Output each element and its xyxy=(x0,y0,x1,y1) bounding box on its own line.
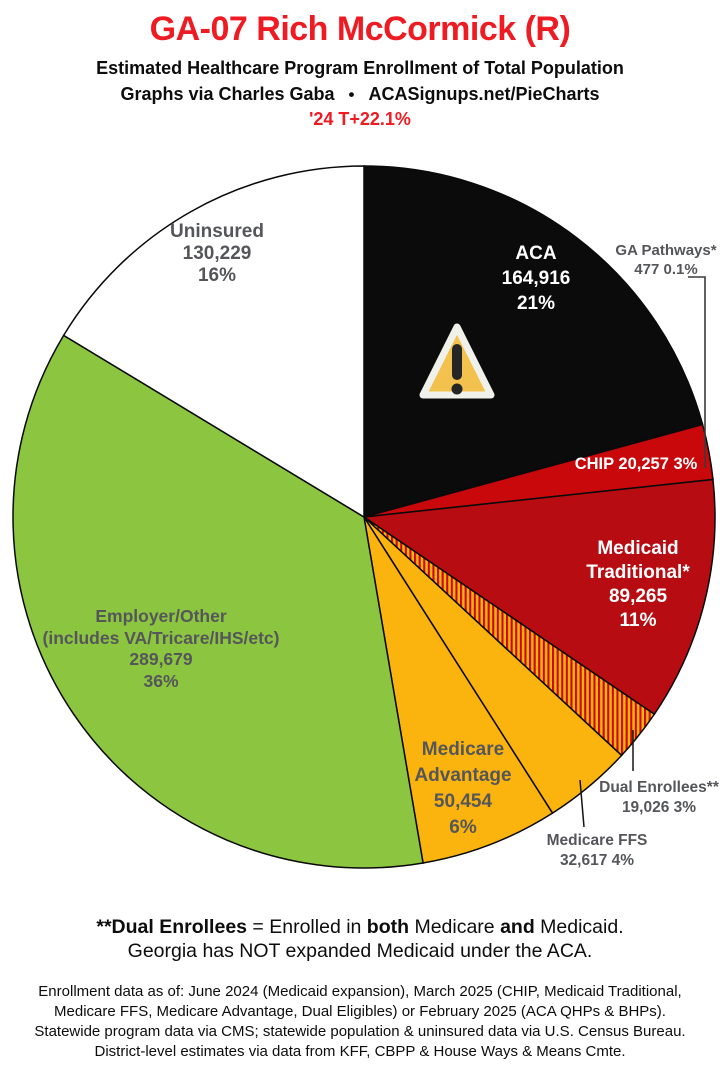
footnote-text: Medicaid. xyxy=(534,916,624,938)
pie-slice-medicaid-traditional xyxy=(361,478,716,716)
page-title: GA-07 Rich McCormick (R) xyxy=(149,10,571,48)
warning-icon xyxy=(419,323,495,399)
source-note-line: Enrollment data as of: June 2024 (Medica… xyxy=(38,983,682,1000)
data-source-notes: Enrollment data as of: June 2024 (Medica… xyxy=(0,982,720,1062)
footnote-text: Medicare xyxy=(409,916,501,938)
byline-site-link: ACASignups.net/PieCharts xyxy=(368,84,600,104)
pie-slice-employer-other xyxy=(12,334,424,869)
source-note-line: Statewide program data via CMS; statewid… xyxy=(34,1023,686,1040)
footnote-text: = Enrolled in xyxy=(247,916,367,938)
pie-slices xyxy=(12,165,716,869)
source-note-line: Medicare FFS, Medicare Advantage, Dual E… xyxy=(54,1003,666,1020)
bullet-separator: • xyxy=(348,85,355,104)
warning-exclamation-dot xyxy=(451,383,463,395)
footnote-line-2: Georgia has NOT expanded Medicaid under … xyxy=(127,940,593,962)
footnote-bold-term: both xyxy=(366,916,410,938)
ga-pathways-leader-line xyxy=(688,276,706,468)
trend-annotation: '24 T+22.1% xyxy=(309,109,411,129)
pie-slice-uninsured xyxy=(62,165,365,519)
footnote-bold-term: **Dual Enrollees xyxy=(96,916,248,938)
pie-slice-aca xyxy=(363,165,704,518)
byline-author: Graphs via Charles Gaba xyxy=(120,84,335,104)
byline: Graphs via Charles Gaba • ACASignups.net/P… xyxy=(0,84,720,105)
header: GA-07 Rich McCormick (R) Estimated Healt… xyxy=(0,0,720,130)
source-note-line: District-level estimates via data from K… xyxy=(94,1043,626,1060)
footnote-line-1: **Dual Enrollees = Enrolled in both Medi… xyxy=(0,915,720,939)
footnote-bold-term: and xyxy=(500,916,535,938)
chart-subtitle: Estimated Healthcare Program Enrollment … xyxy=(96,58,624,78)
dual-enrollees-footnote: **Dual Enrollees = Enrolled in both Medi… xyxy=(0,915,720,963)
medicare-ffs-leader-line xyxy=(579,779,585,828)
pie-slice-medicare-advantage xyxy=(363,516,554,864)
